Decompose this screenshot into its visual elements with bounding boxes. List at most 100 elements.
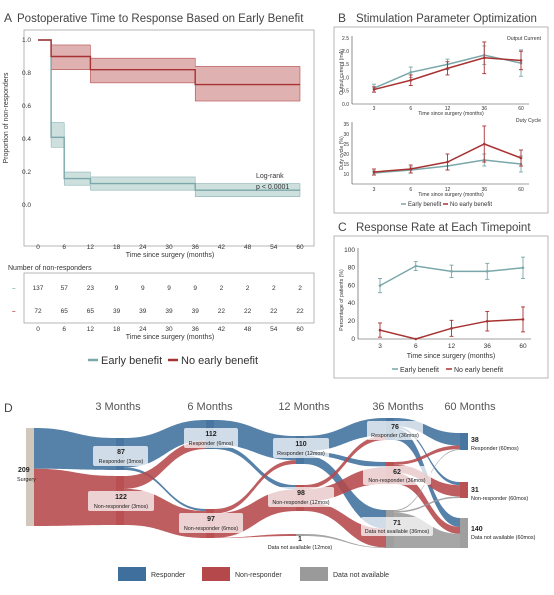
km-band-late (50, 44, 301, 102)
node-r12-label: Responder (12mos) (277, 451, 325, 457)
ytick-label: 0.5 (342, 89, 349, 95)
risk-cell: 9 (115, 285, 119, 292)
ytick-label: 0.0 (342, 102, 349, 108)
ytick-label: 80 (348, 265, 356, 272)
legend-c-early-label: Early benefit (400, 367, 439, 374)
legend-nonresponder-label: Non-responder (235, 572, 282, 579)
sankey-labels: 209 Surgery 87 Responder (3mos) 122 Non-… (17, 424, 536, 551)
node-n6-label: Non-responder (6mos) (184, 526, 238, 532)
point-early (485, 270, 489, 273)
node-surgery-num: 209 (18, 467, 30, 474)
node-n12-label: Non-responder (12mos) (272, 500, 329, 506)
legend-c-late-label: No early benefit (454, 367, 503, 374)
panel-a-title: Postoperative Time to Response Based on … (17, 13, 304, 25)
legend-b-early-label: Early benefit (408, 202, 442, 208)
km-xtick: 48 (244, 244, 252, 251)
panel-b-bottom-xlabel: Time since surgery (months) (418, 192, 484, 198)
km-ytick: 1.0 (22, 37, 31, 44)
panel-c-ylabel: Percentage of patients (%) (339, 269, 345, 331)
node-u36-label: Data not available (36mos) (365, 529, 430, 535)
node-r60-label: Responder (60mos) (471, 446, 519, 452)
risk-xtick: 36 (192, 326, 200, 333)
sankey-node-u60 (460, 518, 468, 548)
panel-a: A Postoperative Time to Response Based o… (3, 11, 315, 367)
ytick-label: 20 (343, 152, 349, 158)
xtick-label: 6 (414, 343, 418, 350)
point-late (482, 142, 486, 146)
risk-row-late-marker: – (12, 308, 16, 315)
km-xtick: 36 (192, 244, 200, 251)
risk-row-early-marker: – (12, 285, 16, 292)
risk-cell: 137 (33, 285, 44, 292)
risk-table-title: Number of non-responders (8, 265, 92, 272)
risk-cell: 22 (244, 308, 252, 315)
column-12-months: 12 Months (278, 401, 330, 413)
km-xtick: 54 (270, 244, 278, 251)
km-xtick: 6 (62, 244, 66, 251)
panel-b-top-xlabel: Time since surgery (months) (418, 111, 484, 117)
sankey-node-n60 (460, 482, 468, 498)
risk-xtick: 12 (87, 326, 95, 333)
risk-table: 137 57 23 9 9 9 9 2 2 2 272 65 65 39 39 39 39 22 22 22 22 (33, 285, 304, 315)
xtick-label: 12 (445, 187, 451, 193)
point-late (414, 337, 418, 341)
ytick-label: 40 (348, 300, 356, 307)
panel-c: C Response Rate at Each Timepoint Percen… (333, 220, 549, 379)
node-r60-num: 38 (471, 437, 479, 444)
ytick-label: 30 (343, 132, 349, 138)
panel-a-frame (23, 29, 315, 247)
node-label-box (184, 428, 238, 448)
node-label-box (268, 487, 334, 507)
ytick-label: 1.5 (342, 62, 349, 68)
column-60-months: 60 Months (444, 401, 496, 413)
point-early (521, 266, 525, 270)
km-line-late (38, 39, 300, 86)
node-r3-num: 87 (117, 449, 125, 456)
ytick-label: 15 (343, 162, 349, 168)
risk-xtick: 0 (36, 326, 40, 333)
node-label-box (363, 466, 431, 485)
node-n12-num: 98 (297, 490, 305, 497)
ytick-label: 35 (343, 122, 349, 128)
ytick-label: 1.0 (342, 75, 349, 81)
sankey-node-surgery (26, 428, 34, 526)
column-6-months: 6 Months (187, 401, 233, 413)
xtick-label: 6 (409, 187, 412, 193)
xtick-label: 36 (481, 187, 487, 193)
km-xtick: 30 (165, 244, 173, 251)
sankey-link (304, 435, 386, 490)
risk-cell: 39 (139, 308, 147, 315)
panel-b-frame (333, 26, 549, 214)
panel-b: B Stimulation Parameter Optimization Out… (333, 11, 549, 214)
point-early (414, 264, 418, 268)
risk-cell: 39 (192, 308, 200, 315)
node-u60-label: Data not available (60mos) (471, 535, 536, 541)
km-ytick: 0.4 (22, 136, 31, 143)
node-label-box (88, 491, 154, 511)
ytick-label: 20 (348, 318, 356, 325)
risk-table-xticks: 0 6 12 18 24 30 36 42 48 54 60 (36, 326, 304, 333)
risk-xtick: 24 (139, 326, 147, 333)
sankey-node-r60 (460, 433, 468, 450)
risk-cell: 2 (272, 285, 276, 292)
km-ytick: 0.6 (22, 103, 31, 110)
panel-d-legend: Responder Non-responder Data not availab… (118, 567, 389, 581)
xtick-label: 36 (484, 343, 492, 350)
sankey-nodes (26, 418, 468, 548)
point-early (378, 284, 382, 287)
legend-b-late-label: No early benefit (450, 202, 492, 208)
km-xtick: 24 (139, 244, 147, 251)
legend-responder-label: Responder (151, 572, 186, 579)
panel-a-yticks: 0.0 0.2 0.4 0.6 0.8 1.0 (22, 37, 31, 209)
node-u12-label: Data not available (12mos) (268, 545, 333, 551)
node-n60-label: Non-responder (60mos) (471, 496, 528, 502)
panel-c-letter: C (338, 220, 347, 234)
xtick-label: 60 (519, 343, 527, 350)
point-late (519, 156, 523, 160)
point-late (409, 78, 413, 82)
risk-table-frame (23, 272, 315, 324)
point-late (519, 59, 523, 62)
node-r3-label: Responder (3mos) (99, 459, 144, 465)
panel-a-ylabel: Proportion of non-responders (3, 72, 10, 164)
node-u12-num: 1 (298, 536, 302, 543)
